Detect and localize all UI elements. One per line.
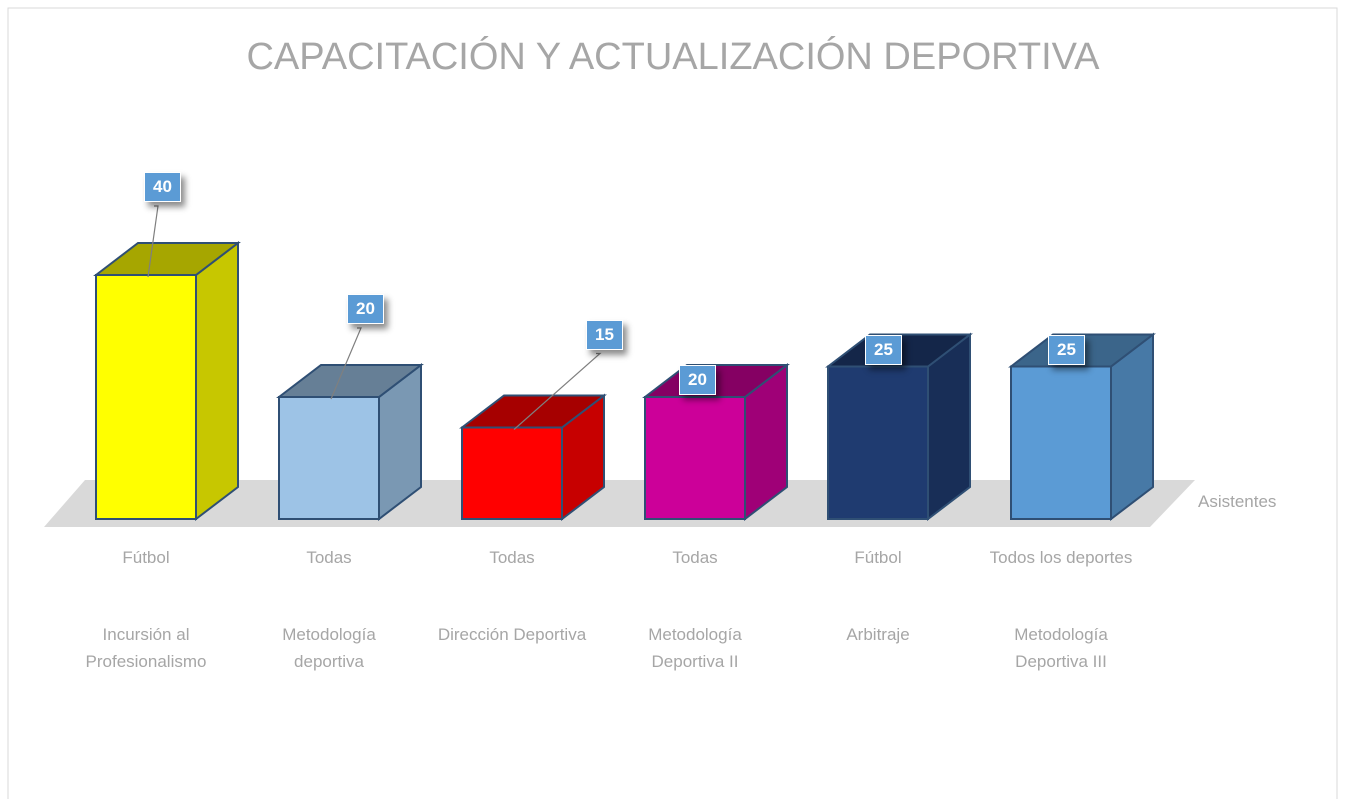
bar	[93, 240, 241, 522]
x-tick-label: Arbitraje	[846, 625, 910, 644]
x-tick-label: Todas	[672, 548, 718, 567]
x-tick-label: Incursión al Profesionalismo	[85, 625, 207, 671]
bar-front	[95, 274, 197, 520]
bar	[276, 362, 424, 522]
bar-front	[461, 426, 563, 520]
data-label: 15	[586, 319, 623, 350]
chart-border	[7, 7, 1338, 799]
leader-line	[513, 352, 602, 430]
x-tick-label: Todas	[306, 548, 352, 567]
data-label: 25	[865, 334, 902, 365]
bar	[642, 362, 790, 522]
x-tick-label: Todos los deportes	[989, 548, 1133, 567]
x-tick-label: Fútbol	[854, 548, 902, 567]
x-tick-label: Metodología Deportiva III	[1014, 625, 1108, 671]
bar-front	[644, 396, 746, 520]
bar-side	[195, 240, 239, 522]
series-name: Asistentes	[1198, 492, 1277, 511]
bar	[1008, 332, 1156, 522]
bar	[825, 332, 973, 522]
data-label: 40	[144, 172, 181, 202]
x-tick-label: Dirección Deportiva	[437, 625, 587, 644]
x-tick-label: Todas	[489, 548, 535, 567]
data-label: 20	[679, 365, 716, 395]
x-tick-label: Metodología deportiva	[282, 625, 376, 671]
bar-front	[1010, 365, 1112, 520]
leader-line	[147, 205, 159, 278]
chart-title: CAPACITACIÓN Y ACTUALIZACIÓN DEPORTIVA	[246, 36, 1100, 78]
data-label: 20	[347, 294, 384, 324]
leader-line	[330, 327, 362, 400]
data-label: 25	[1048, 334, 1085, 365]
x-tick-label: Metodología Deportiva II	[648, 625, 742, 671]
x-tick-label: Fútbol	[122, 548, 170, 567]
bar-front	[278, 396, 380, 520]
bar-front	[827, 365, 929, 520]
bar	[459, 393, 607, 522]
